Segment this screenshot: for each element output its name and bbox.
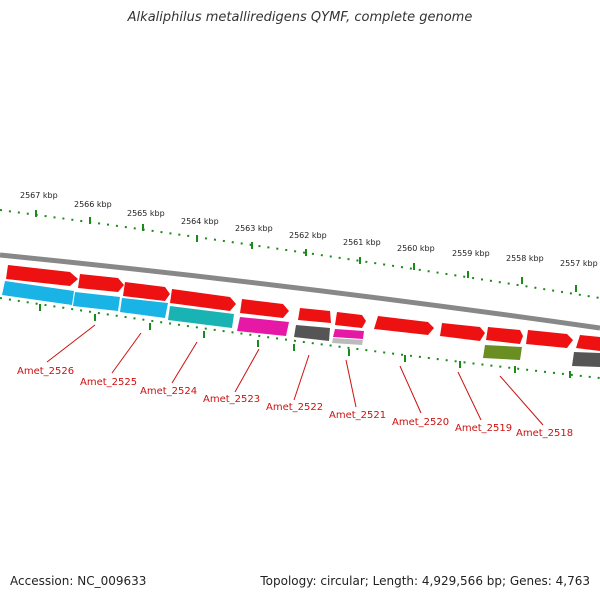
gene-label: Amet_2520 <box>392 417 449 428</box>
forward-gene <box>123 282 170 301</box>
genome-backbone <box>0 252 600 331</box>
forward-gene <box>486 327 523 344</box>
scale-label: 2558 kbp <box>506 254 544 263</box>
scale-label: 2559 kbp <box>452 249 490 258</box>
reverse-gene <box>483 345 522 360</box>
map-title: Alkaliphilus metalliredigens QYMF, compl… <box>127 10 473 25</box>
scale-label: 2562 kbp <box>289 231 327 240</box>
gene-label: Amet_2519 <box>455 423 512 434</box>
forward-gene <box>440 323 485 341</box>
reverse-gene <box>333 329 364 339</box>
reverse-strand-genes <box>2 281 600 367</box>
forward-gene <box>298 308 331 323</box>
outer-tick-row <box>0 209 600 299</box>
forward-gene <box>526 330 573 348</box>
scale-labels: 2567 kbp 2566 kbp 2565 kbp 2564 kbp 2563… <box>20 191 598 268</box>
forward-gene <box>78 274 124 292</box>
inner-tick-row <box>0 297 600 379</box>
scale-label: 2566 kbp <box>74 200 112 209</box>
accession-text: Accession: NC_009633 <box>10 574 147 588</box>
gene-label: Amet_2523 <box>203 394 260 405</box>
reverse-gene <box>294 325 330 341</box>
scale-label: 2565 kbp <box>127 209 165 218</box>
scale-label: 2564 kbp <box>181 217 219 226</box>
scale-label: 2560 kbp <box>397 244 435 253</box>
forward-gene <box>6 265 78 286</box>
reverse-gene <box>572 352 600 367</box>
forward-gene <box>335 312 366 328</box>
scale-label: 2561 kbp <box>343 238 381 247</box>
gene-label: Amet_2521 <box>329 410 386 421</box>
gene-label: Amet_2526 <box>17 366 74 377</box>
gene-labels: Amet_2526 Amet_2525 Amet_2524 Amet_2523 … <box>17 366 573 439</box>
gene-label: Amet_2518 <box>516 428 573 439</box>
forward-gene <box>170 289 236 311</box>
gene-label: Amet_2522 <box>266 402 323 413</box>
scale-label: 2563 kbp <box>235 224 273 233</box>
gene-label: Amet_2524 <box>140 386 197 397</box>
scale-label: 2557 kbp <box>560 259 598 268</box>
gene-label: Amet_2525 <box>80 377 137 388</box>
reverse-gene <box>168 306 234 328</box>
reverse-gene <box>332 338 363 345</box>
reverse-gene <box>73 292 120 311</box>
reverse-gene <box>2 281 74 305</box>
forward-gene <box>240 299 289 318</box>
reverse-gene <box>120 298 168 318</box>
reverse-gene <box>237 317 289 336</box>
scale-label: 2567 kbp <box>20 191 58 200</box>
label-leaders <box>46 324 544 426</box>
forward-strand-genes <box>6 265 600 351</box>
genome-summary: Topology: circular; Length: 4,929,566 bp… <box>260 574 590 588</box>
forward-gene <box>576 335 600 351</box>
forward-gene <box>374 316 434 335</box>
